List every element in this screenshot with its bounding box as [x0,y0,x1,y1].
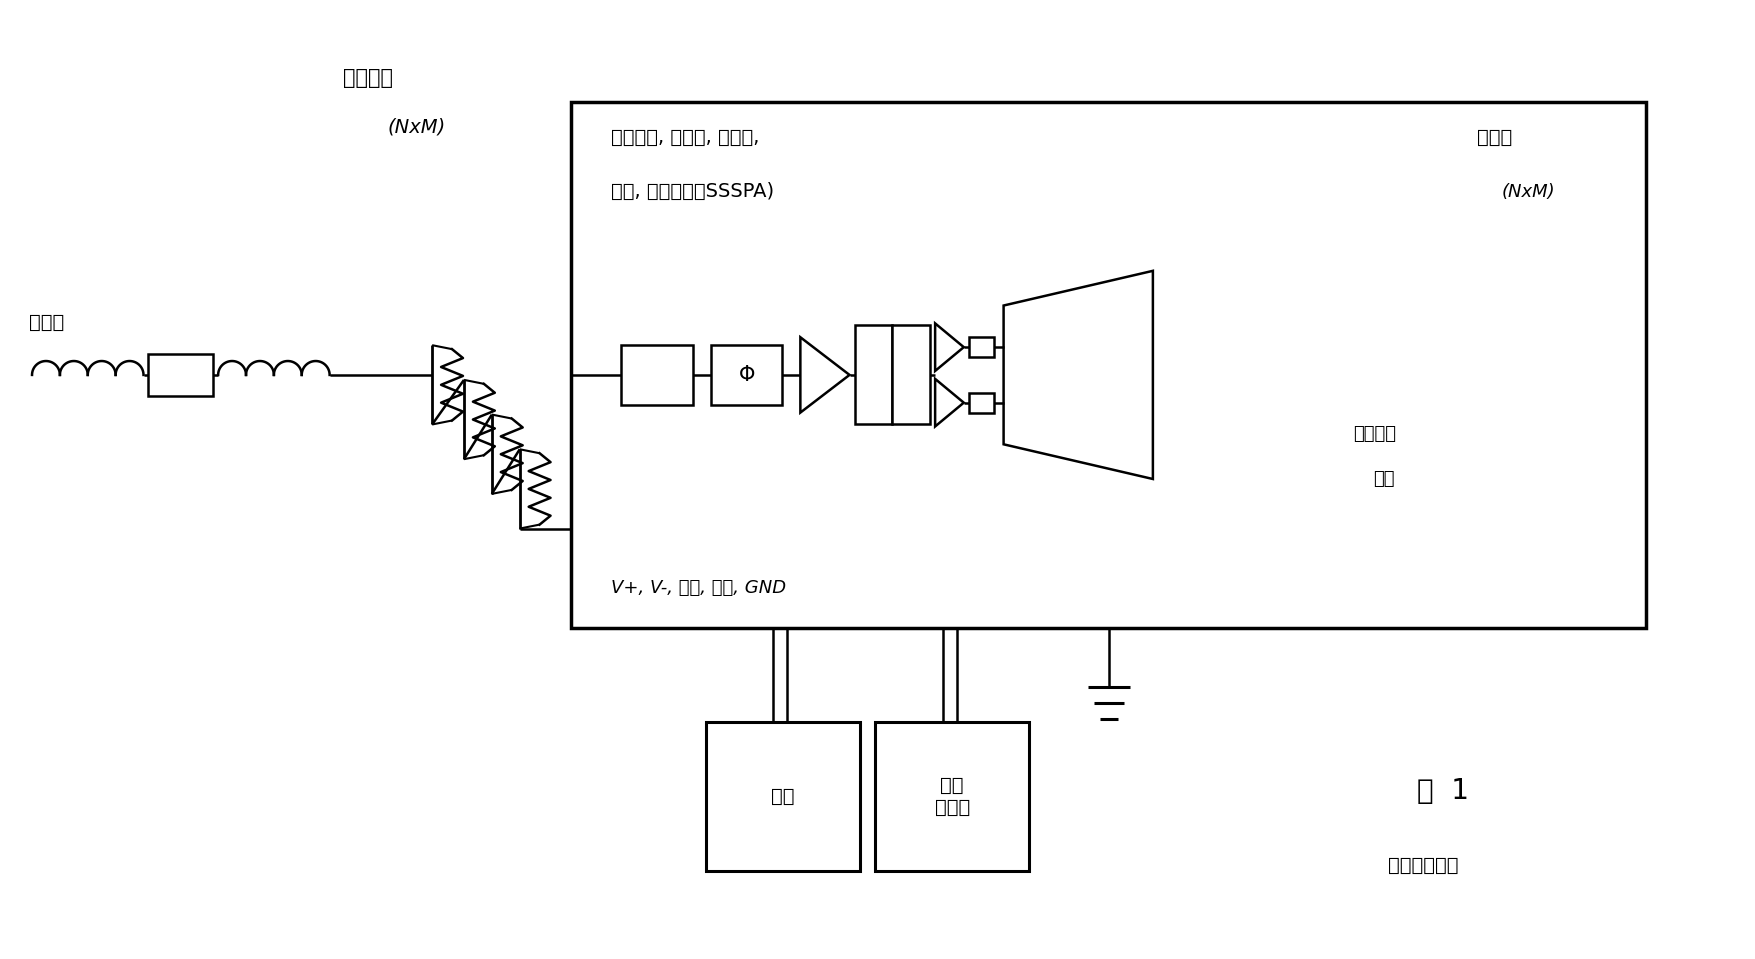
Text: (NxM): (NxM) [388,118,446,136]
Text: 波束
控制器: 波束 控制器 [934,776,971,817]
Text: 开关, 混合电路及SSSPA): 开关, 混合电路及SSSPA) [611,182,774,201]
Bar [711,345,783,405]
Text: 图  1: 图 1 [1418,777,1469,806]
Polygon shape [935,323,963,371]
Bar [855,325,892,425]
Bar [621,345,693,405]
Bar [706,722,860,871]
Polygon shape [800,338,849,412]
Text: 转移: 转移 [1372,470,1393,488]
Text: 分配网络: 分配网络 [342,67,393,87]
Text: Φ: Φ [739,365,755,385]
Polygon shape [1004,270,1153,479]
Bar [572,103,1646,628]
Bar [892,325,930,425]
Bar [969,393,993,412]
Text: V+, V-, 时钟, 数据, GND: V+, V-, 时钟, 数据, GND [611,579,786,597]
Text: 向辐射器: 向辐射器 [1353,426,1395,443]
Text: (NxM): (NxM) [1502,182,1555,200]
Text: （现有技术）: （现有技术） [1388,856,1458,876]
Text: 电源: 电源 [770,786,795,806]
Polygon shape [935,379,963,427]
Text: （衰减器, 移相器, 驱动器,: （衰减器, 移相器, 驱动器, [611,128,760,147]
Bar [149,354,212,396]
Bar [969,338,993,357]
Text: 辐射器: 辐射器 [1478,128,1513,147]
Bar [876,722,1028,871]
Text: 输入端: 输入端 [30,313,65,332]
